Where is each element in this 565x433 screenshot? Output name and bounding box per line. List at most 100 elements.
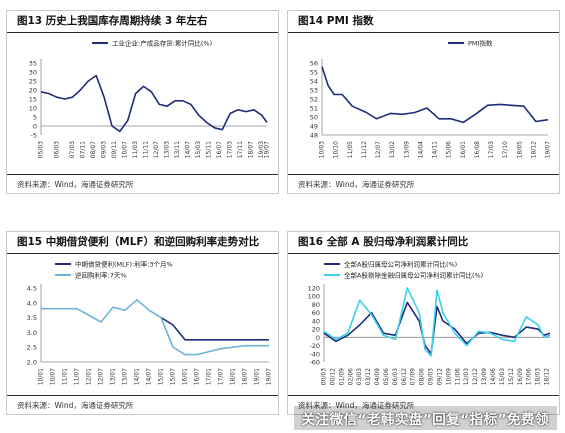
y-tick-label: -20 — [309, 342, 320, 350]
watermark-banner: 关注微信“老韩实盘”回复“指标”免费领 — [293, 406, 557, 430]
y-tick-label: 55 — [310, 69, 318, 77]
y-tick-label: 35 — [29, 60, 37, 68]
x-tick-label: 11/01 — [62, 368, 69, 385]
x-tick-label: 19/07 — [266, 368, 273, 385]
x-tick-label: 11/03 — [132, 141, 139, 158]
y-tick-label: -60 — [309, 359, 320, 367]
x-tick-label: 17/07 — [218, 368, 225, 385]
y-tick-label: 51 — [310, 105, 318, 113]
series-line-2 — [41, 298, 269, 356]
x-tick-label: 12/07 — [98, 368, 105, 385]
divider — [7, 174, 278, 175]
x-tick-label: 14/11 — [432, 141, 439, 158]
y-tick-label: 30 — [29, 69, 37, 77]
x-tick-label: 15/01 — [158, 368, 165, 385]
y-tick-label: 20 — [29, 87, 37, 95]
chart-title: 图16 全部 A 股归母净利润累计同比 — [288, 232, 559, 254]
x-tick-label: 17/10 — [502, 141, 509, 158]
x-tick-label: 10/07 — [122, 141, 129, 158]
x-tick-label: 15/12 — [508, 368, 515, 385]
x-tick-label: 10/03 — [319, 141, 326, 158]
x-tick-label: 16/07 — [216, 141, 223, 158]
x-tick-label: 18/07 — [248, 141, 255, 158]
legend-label: PMI指数 — [468, 39, 493, 48]
x-tick-label: 15/06 — [446, 141, 453, 158]
y-tick-label: 2.0 — [27, 359, 37, 367]
divider — [288, 395, 559, 396]
x-tick-label: 12/07 — [375, 141, 382, 158]
y-tick-label: 80 — [312, 301, 320, 309]
x-tick-label: 07/03 — [69, 141, 76, 158]
x-tick-label: 13/11 — [174, 141, 181, 158]
legend-label: 中期借贷便利(MLF):利率:3个月% — [75, 260, 173, 269]
legend-label: 逆回购利率:7天% — [75, 271, 127, 280]
source-note: 资料来源：Wind，海通证券研究所 — [298, 180, 415, 189]
chart-panel-15: 图15 中期借贷便利（MLF）和逆回购利率走势对比 2.0 2.5 3.0 3.5 4.… — [6, 231, 279, 415]
x-tick-label: 00/03 — [321, 368, 328, 385]
divider — [288, 174, 559, 175]
x-tick-label: 10/07 — [50, 368, 57, 385]
x-tick-label: 00/12 — [329, 368, 336, 385]
y-tick-label: 3.5 — [27, 314, 37, 322]
chart-title: 图13 历史上我国库存周期持续 3 年左右 — [7, 11, 278, 33]
x-tick-label: 12/01 — [86, 368, 93, 385]
legend-label: 全部A股归属母公司净利润累计同比(%) — [344, 260, 457, 269]
x-tick-label: 09/12 — [436, 368, 443, 385]
x-tick-label: 13/03 — [164, 141, 171, 158]
x-tick-label: 15/07 — [170, 368, 177, 385]
x-tick-label: 18/05 — [516, 141, 523, 158]
series-line-1 — [323, 301, 551, 355]
source-note: 资料来源：Wind，海通证券研究所 — [17, 180, 134, 189]
legend-label: 全部A股剔除金融归属母公司净利润累计同比(%) — [344, 271, 483, 280]
y-tick-label: 4.0 — [27, 299, 37, 307]
y-tick-label: 60 — [312, 309, 320, 317]
x-tick-label: 10/01 — [38, 368, 45, 385]
x-tick-label: 09/11 — [111, 141, 118, 158]
chart-panel-14: 图14 PMI 指数 48 49 50 51 52 53 54 55 56 10/03 10/10 1… — [287, 10, 560, 194]
x-tick-label: 12/12 — [472, 368, 479, 385]
x-tick-label: 03/03 — [356, 368, 363, 385]
x-tick-label: 18/12 — [544, 368, 551, 385]
y-tick-label: 25 — [29, 78, 37, 86]
chart-svg-15: 2.0 2.5 3.0 3.5 4.0 4.5 10/01 10/07 11/01 11/07 12… — [27, 260, 273, 386]
y-tick-label: -5 — [31, 132, 37, 140]
x-tick-label: 05/06 — [383, 368, 390, 385]
x-tick-label: 06/03 — [53, 141, 60, 158]
y-tick-label: 15 — [29, 96, 37, 104]
x-tick-label: 14/06 — [490, 368, 497, 385]
x-tick-label: 16/01 — [460, 141, 467, 158]
x-tick-label: 10/09 — [445, 368, 452, 385]
x-tick-label: 03/12 — [365, 368, 372, 385]
x-tick-label: 12/07 — [153, 141, 160, 158]
series-line-2 — [323, 287, 551, 357]
x-tick-label: 14/04 — [417, 141, 424, 158]
y-tick-label: 10 — [29, 105, 37, 113]
x-tick-label: 13/01 — [110, 368, 117, 385]
x-tick-label: 18/07 — [242, 368, 249, 385]
x-tick-label: 19/01 — [254, 368, 261, 385]
y-tick-label: 52 — [310, 96, 318, 104]
x-tick-label: 15/03 — [499, 368, 506, 385]
x-tick-label: 16/01 — [182, 368, 189, 385]
x-tick-label: 07/11 — [80, 141, 87, 158]
x-tick-label: 08/07 — [90, 141, 97, 158]
y-tick-label: 3.0 — [27, 329, 37, 337]
y-tick-label: 50 — [310, 114, 318, 122]
x-tick-label: 08/06 — [419, 368, 426, 385]
x-tick-label: 19/07 — [264, 141, 271, 158]
x-tick-label: 19/03 — [258, 141, 265, 158]
x-tick-label: 10/10 — [333, 141, 340, 158]
x-tick-label: 06/12 — [401, 368, 408, 385]
x-tick-label: 14/01 — [134, 368, 141, 385]
series-line-1 — [40, 74, 268, 133]
x-tick-label: 17/03 — [488, 141, 495, 158]
x-tick-label: 06/03 — [392, 368, 399, 385]
x-tick-label: 13/02 — [389, 141, 396, 158]
y-tick-label: 20 — [312, 326, 320, 334]
series-line-1 — [160, 316, 269, 341]
y-tick-label: 49 — [310, 123, 318, 131]
x-tick-label: 09/03 — [101, 141, 108, 158]
